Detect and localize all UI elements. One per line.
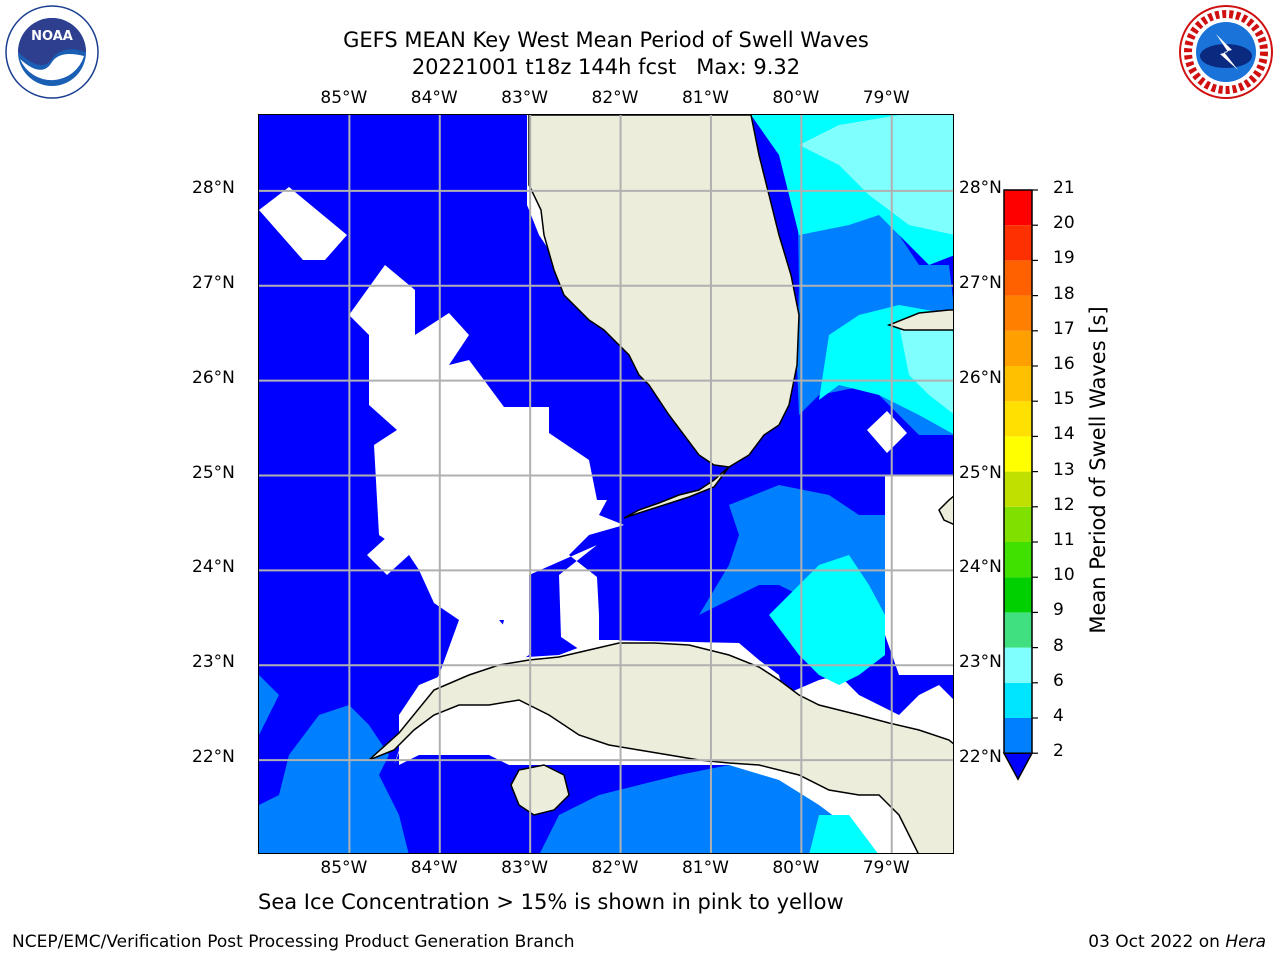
footer-host: Hera xyxy=(1225,932,1266,952)
footer-date: 03 Oct 2022 on xyxy=(1088,932,1226,952)
colorbar-segment xyxy=(1004,330,1032,366)
colorbar-tick-label: 11 xyxy=(1053,530,1075,550)
noaa-logo: NOAA xyxy=(2,4,102,100)
chart-subtitle: 20221001 t18z 144h fcst Max: 9.32 xyxy=(411,55,801,79)
footer-left: NCEP/EMC/Verification Post Processing Pr… xyxy=(12,932,575,952)
colorbar-tick-label: 6 xyxy=(1053,670,1064,691)
lat-tick-label: 27°N xyxy=(192,272,235,293)
colorbar-segment xyxy=(1004,471,1032,507)
chart-title: GEFS MEAN Key West Mean Period of Swell … xyxy=(343,28,869,52)
field-mid-south xyxy=(540,765,877,853)
nodata-central xyxy=(349,265,624,660)
colorbar-tick-label: 4 xyxy=(1053,706,1064,726)
land-keys xyxy=(623,466,730,519)
nodata-small-3 xyxy=(367,535,409,575)
lon-tick-label: 83°W xyxy=(501,858,549,878)
colorbar-segment xyxy=(1004,190,1032,226)
colorbar-tick-label: 8 xyxy=(1053,635,1064,656)
colorbar-segment xyxy=(1004,577,1032,613)
map-svg xyxy=(259,115,953,853)
lat-tick-label: 28°N xyxy=(192,177,235,198)
lat-tick-label: 24°N xyxy=(959,557,1002,578)
land-bahamas xyxy=(886,309,953,331)
colorbar-segment xyxy=(1004,682,1032,718)
nodata-east-box xyxy=(885,475,953,675)
land-andros xyxy=(938,495,953,525)
colorbar-tick-label: 16 xyxy=(1053,354,1075,374)
land-isle-of-youth xyxy=(510,764,570,816)
lon-tick-label: 85°W xyxy=(320,858,368,878)
land-florida xyxy=(528,115,800,468)
colorbar-segment xyxy=(1004,401,1032,437)
lat-tick-label: 23°N xyxy=(192,652,235,673)
lon-tick-label: 79°W xyxy=(862,88,910,108)
lat-tick-label: 22°N xyxy=(192,747,235,768)
nodata-nw xyxy=(259,187,347,260)
colorbar-tick-label: 19 xyxy=(1053,248,1075,269)
colorbar xyxy=(1002,189,1038,781)
colorbar-label: Mean Period of Swell Waves [s] xyxy=(1086,306,1110,634)
colorbar-segment xyxy=(1004,506,1032,542)
lon-tick-label: 83°W xyxy=(501,88,549,108)
colorbar-tick-label: 9 xyxy=(1053,600,1064,621)
lon-tick-label: 84°W xyxy=(410,88,458,108)
lat-tick-label: 28°N xyxy=(959,177,1002,198)
lon-tick-label: 80°W xyxy=(772,858,820,878)
colorbar-segment xyxy=(1004,436,1032,472)
lat-tick-label: 26°N xyxy=(192,367,235,388)
colorbar-tick-label: 17 xyxy=(1053,318,1075,339)
caption: Sea Ice Concentration > 15% is shown in … xyxy=(258,890,844,914)
field-mid-west-edge xyxy=(259,675,279,735)
nws-logo xyxy=(1176,4,1276,100)
lat-tick-label: 23°N xyxy=(959,652,1002,673)
lon-tick-label: 82°W xyxy=(591,858,639,878)
colorbar-segment xyxy=(1004,542,1032,578)
field-cyan-straits xyxy=(769,555,885,685)
colorbar-tick-label: 15 xyxy=(1053,389,1075,410)
map-grid xyxy=(259,115,953,853)
lon-tick-label: 81°W xyxy=(681,858,729,878)
colorbar-tick-label: 20 xyxy=(1053,213,1075,234)
field-mid-southwest xyxy=(259,705,409,853)
colorbar-tick-label: 14 xyxy=(1053,424,1075,445)
nodata-small-2 xyxy=(867,411,907,453)
colorbar-tick-label: 21 xyxy=(1053,178,1075,198)
lon-tick-label: 79°W xyxy=(862,858,910,878)
map-panel xyxy=(258,114,954,854)
lat-tick-label: 27°N xyxy=(959,272,1002,293)
lat-tick-label: 25°N xyxy=(192,462,235,483)
colorbar-extend-triangle xyxy=(1002,752,1034,781)
colorbar-tick-label: 10 xyxy=(1053,565,1075,586)
lon-tick-label: 85°W xyxy=(320,88,368,108)
colorbar-segment xyxy=(1004,647,1032,683)
lat-tick-label: 25°N xyxy=(959,462,1002,483)
field-lightcyan-east xyxy=(899,315,953,414)
lon-tick-label: 81°W xyxy=(681,88,729,108)
lon-tick-label: 84°W xyxy=(410,858,458,878)
colorbar-segment xyxy=(1004,260,1032,296)
footer-right: 03 Oct 2022 on Hera xyxy=(1088,932,1266,952)
lat-tick-label: 24°N xyxy=(192,557,235,578)
lat-tick-label: 22°N xyxy=(959,747,1002,768)
colorbar-segment xyxy=(1004,718,1032,754)
noaa-logo-text: NOAA xyxy=(31,29,73,44)
colorbar-segment xyxy=(1004,366,1032,402)
colorbar-segment xyxy=(1004,612,1032,648)
lat-tick-label: 26°N xyxy=(959,367,1002,388)
field-cyan-south xyxy=(809,815,878,853)
lon-tick-label: 82°W xyxy=(591,88,639,108)
colorbar-tick-label: 18 xyxy=(1053,283,1075,304)
lon-tick-label: 80°W xyxy=(772,88,820,108)
colorbar-tick-label: 2 xyxy=(1053,741,1064,762)
colorbar-tick-label: 12 xyxy=(1053,494,1075,515)
land-cuba xyxy=(368,642,953,853)
colorbar-segment xyxy=(1004,295,1032,331)
colorbar-tick-label: 13 xyxy=(1053,459,1075,480)
field-lightcyan-ne xyxy=(799,115,953,235)
colorbar-segment xyxy=(1004,225,1032,261)
